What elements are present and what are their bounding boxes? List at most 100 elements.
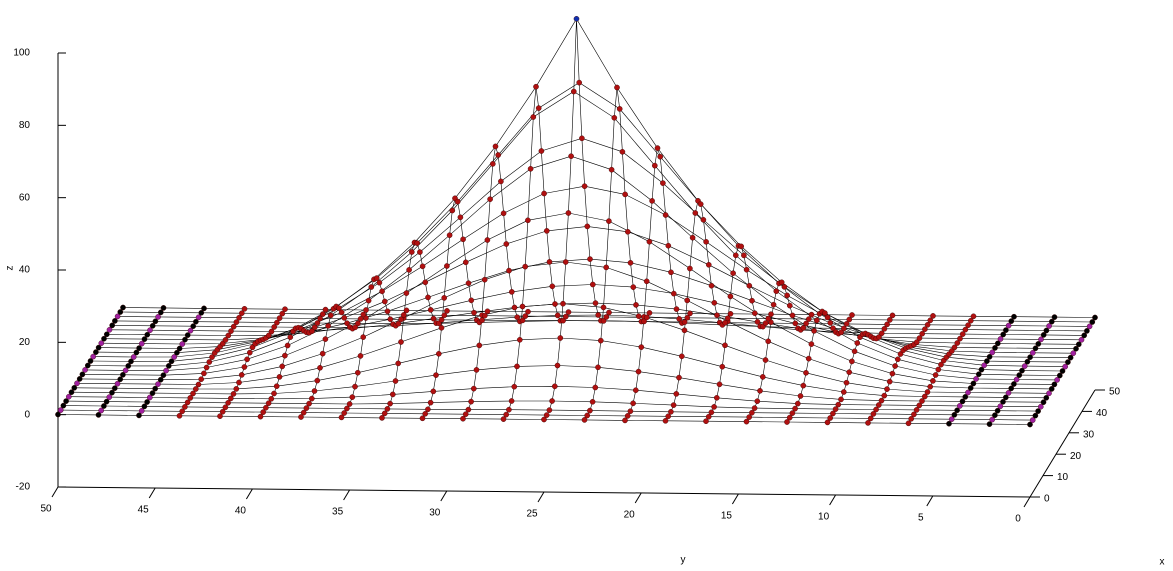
mesh-node bbox=[404, 308, 409, 313]
mesh-node bbox=[879, 331, 884, 336]
mesh-node bbox=[201, 371, 206, 376]
mesh-node bbox=[828, 320, 833, 325]
mesh-node bbox=[612, 115, 617, 120]
y-tick bbox=[344, 490, 350, 500]
mesh-node bbox=[404, 291, 409, 296]
mesh-node bbox=[339, 310, 344, 315]
mesh-node bbox=[709, 283, 714, 288]
mesh-node bbox=[558, 335, 563, 340]
mesh-node bbox=[693, 210, 698, 215]
mesh-node bbox=[712, 404, 717, 409]
mesh-node bbox=[436, 351, 441, 356]
mesh-node bbox=[925, 322, 930, 327]
mesh-node bbox=[196, 382, 201, 387]
mesh-node bbox=[590, 282, 595, 287]
mesh-node bbox=[506, 268, 511, 273]
mesh-node bbox=[628, 260, 633, 265]
mesh-node bbox=[99, 408, 104, 413]
mesh-node bbox=[1044, 395, 1049, 400]
mesh-node bbox=[631, 401, 636, 406]
mesh-node bbox=[315, 320, 320, 325]
mesh-node bbox=[504, 241, 509, 246]
mesh-node bbox=[350, 395, 355, 400]
mesh-node bbox=[320, 351, 325, 356]
mesh-node bbox=[731, 271, 736, 276]
mesh-node bbox=[304, 406, 309, 411]
mesh-node bbox=[550, 284, 555, 289]
mesh-node bbox=[1030, 350, 1035, 355]
mesh-node bbox=[190, 391, 195, 396]
mesh-node bbox=[423, 411, 428, 416]
mesh-node bbox=[120, 305, 125, 310]
y-tick bbox=[149, 488, 155, 498]
mesh-node bbox=[636, 314, 641, 319]
mesh bbox=[55, 16, 1097, 427]
mesh-node bbox=[965, 390, 970, 395]
mesh-node bbox=[450, 208, 455, 213]
mesh-node bbox=[674, 307, 679, 312]
mesh-node bbox=[922, 394, 927, 399]
mesh-node bbox=[466, 281, 471, 286]
mesh-node bbox=[242, 306, 247, 311]
mesh-node bbox=[838, 397, 843, 402]
mesh-node bbox=[733, 253, 738, 258]
mesh-node bbox=[847, 370, 852, 375]
mesh-node bbox=[879, 398, 884, 403]
mesh-node bbox=[85, 363, 90, 368]
mesh-node bbox=[377, 280, 382, 285]
mesh-node bbox=[112, 318, 117, 323]
mesh-node bbox=[409, 249, 414, 254]
mesh-node bbox=[469, 298, 474, 303]
mesh-node bbox=[971, 381, 976, 386]
mesh-node bbox=[622, 418, 627, 423]
mesh-node bbox=[550, 398, 555, 403]
y-tick-label: 45 bbox=[138, 505, 150, 516]
mesh-node bbox=[631, 285, 636, 290]
mesh-node bbox=[469, 399, 474, 404]
mesh-node bbox=[574, 16, 579, 21]
y-tick-label: 25 bbox=[526, 509, 538, 520]
mesh-node bbox=[855, 340, 860, 345]
mesh-node bbox=[946, 421, 951, 426]
mesh-node bbox=[326, 323, 331, 328]
mesh-node bbox=[66, 394, 71, 399]
mesh-node bbox=[566, 310, 571, 315]
mesh-node bbox=[752, 406, 757, 411]
mesh-node bbox=[660, 181, 665, 186]
mesh-node bbox=[390, 392, 395, 397]
mesh-node bbox=[768, 312, 773, 317]
mesh-node bbox=[420, 264, 425, 269]
mesh-node bbox=[234, 386, 239, 391]
mesh-node bbox=[277, 316, 282, 321]
mesh-node bbox=[323, 337, 328, 342]
mesh-node bbox=[158, 377, 163, 382]
mesh-node bbox=[423, 280, 428, 285]
mesh-node bbox=[1033, 413, 1038, 418]
mesh-node bbox=[363, 307, 368, 312]
mesh-node bbox=[501, 417, 506, 422]
mesh-node bbox=[425, 295, 430, 300]
mesh-node bbox=[191, 324, 196, 329]
mesh-node bbox=[344, 406, 349, 411]
mesh-node bbox=[288, 335, 293, 340]
mesh-node bbox=[644, 279, 649, 284]
mesh-node bbox=[166, 363, 171, 368]
mesh-node bbox=[757, 388, 762, 393]
mesh-node bbox=[703, 419, 708, 424]
mesh-node bbox=[806, 317, 811, 322]
z-tick-label: -20 bbox=[16, 482, 31, 493]
y-tick bbox=[538, 492, 544, 502]
mesh-node bbox=[444, 308, 449, 313]
mesh-node bbox=[401, 312, 406, 317]
mesh-node bbox=[361, 312, 366, 317]
mesh-node bbox=[204, 365, 209, 370]
mesh-node bbox=[812, 328, 817, 333]
mesh-node bbox=[744, 419, 749, 424]
x-axis-label: x bbox=[1160, 557, 1165, 566]
mesh-node bbox=[774, 289, 779, 294]
mesh-node bbox=[366, 298, 371, 303]
mesh-node bbox=[201, 306, 206, 311]
mesh-node bbox=[393, 378, 398, 383]
mesh-node bbox=[625, 413, 630, 418]
mesh-node bbox=[663, 212, 668, 217]
